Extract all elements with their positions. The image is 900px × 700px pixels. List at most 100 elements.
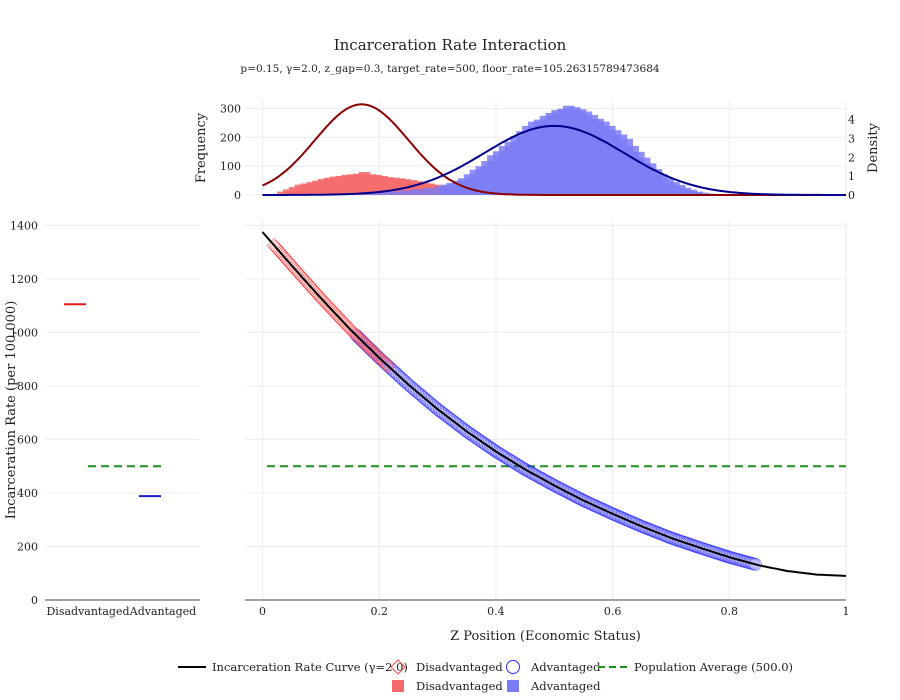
advantaged-point bbox=[463, 427, 477, 441]
y-tick-label: 1400 bbox=[10, 219, 38, 232]
advantaged-point bbox=[460, 425, 474, 438]
hist-bar-disadvantaged bbox=[405, 180, 418, 195]
legend-square-swatch bbox=[392, 680, 404, 692]
group-category-label: Disadvantaged bbox=[46, 605, 129, 618]
disadvantaged-point bbox=[380, 358, 396, 374]
density-curve-disadvantaged bbox=[262, 103, 846, 196]
legend-diamond-swatch bbox=[390, 659, 406, 675]
hist-bar-disadvantaged bbox=[417, 182, 429, 195]
density-curve-advantaged bbox=[262, 124, 846, 196]
hist-bar-advantaged bbox=[487, 155, 499, 195]
legend-item: Advantaged bbox=[507, 679, 601, 693]
advantaged-point bbox=[468, 430, 482, 444]
y-tick-label: 400 bbox=[17, 487, 38, 500]
hist-bar-advantaged bbox=[364, 192, 377, 195]
hist-bar-advantaged bbox=[411, 189, 423, 195]
hist-y-tick-label: 0 bbox=[234, 189, 241, 202]
y-tick-label: 1000 bbox=[10, 326, 38, 339]
hist-y2-axis-title: Density bbox=[866, 122, 881, 173]
x-tick-label: 0.8 bbox=[721, 605, 739, 618]
y-tick-label: 1200 bbox=[10, 273, 38, 286]
advantaged-point bbox=[497, 450, 511, 463]
advantaged-point bbox=[500, 451, 514, 465]
chart-subtitle: p=0.15, γ=2.0, z_gap=0.3, target_rate=50… bbox=[240, 63, 659, 75]
hist-bar-advantaged bbox=[376, 192, 388, 195]
advantaged-point bbox=[494, 448, 508, 461]
y-tick-label: 600 bbox=[17, 433, 38, 446]
x-axis-title: Z Position (Economic Status) bbox=[450, 629, 641, 644]
hist-bar-disadvantaged bbox=[376, 176, 388, 195]
advantaged-point bbox=[476, 435, 489, 449]
incarceration-rate-curve bbox=[261, 231, 847, 577]
hist-bar-disadvantaged bbox=[300, 183, 313, 195]
advantaged-point bbox=[496, 449, 509, 462]
histogram-panel: 0 100 200 300 0 1 2 3 4 Frequency Density bbox=[194, 100, 881, 202]
advantaged-point bbox=[508, 456, 522, 470]
hist-bar-advantaged bbox=[481, 161, 493, 195]
y-tick-label: 0 bbox=[31, 594, 38, 607]
hist-y2-tick-label: 1 bbox=[848, 170, 855, 183]
hist-y-tick-label: 300 bbox=[220, 103, 241, 116]
advantaged-point bbox=[472, 433, 486, 447]
legend-label: Disadvantaged bbox=[416, 679, 503, 693]
hist-y2-tick-label: 3 bbox=[848, 132, 855, 145]
advantaged-point bbox=[479, 437, 492, 451]
advantaged-point bbox=[469, 431, 483, 445]
x-tick-label: 0.6 bbox=[604, 605, 622, 618]
hist-bar-disadvantaged bbox=[329, 176, 342, 195]
advantaged-point bbox=[477, 436, 491, 450]
advantaged-point bbox=[489, 445, 503, 459]
x-tick-label: 0.4 bbox=[487, 605, 505, 618]
y-tick-label: 200 bbox=[17, 540, 38, 553]
legend-label: Advantaged bbox=[530, 679, 601, 693]
advantaged-point bbox=[492, 447, 506, 461]
advantaged-point bbox=[499, 451, 512, 464]
scatter-panel: 0 0.2 0.4 0.6 0.8 1 Z Position (Economic Statu… bbox=[245, 220, 850, 644]
hist-bar-advantaged bbox=[422, 188, 435, 195]
legend-circle-swatch bbox=[506, 660, 520, 674]
advantaged-point bbox=[488, 444, 502, 458]
legend-label: Population Average (500.0) bbox=[634, 660, 793, 674]
legend-label: Incarceration Rate Curve (γ=2.0) bbox=[212, 660, 408, 674]
hist-bar-disadvantaged bbox=[341, 174, 353, 195]
advantaged-point bbox=[474, 434, 488, 448]
legend-item: Incarceration Rate Curve (γ=2.0) bbox=[178, 660, 408, 674]
advantaged-point bbox=[749, 558, 762, 571]
advantaged-point bbox=[485, 442, 499, 455]
legend-item: Population Average (500.0) bbox=[598, 660, 793, 674]
hist-y-tick-label: 200 bbox=[220, 131, 241, 144]
advantaged-point bbox=[502, 452, 516, 466]
legend-item: Disadvantaged bbox=[390, 659, 503, 675]
hist-bar-advantaged bbox=[387, 191, 400, 195]
advantaged-point bbox=[480, 438, 494, 452]
hist-y2-tick-label: 2 bbox=[848, 151, 855, 164]
hist-bar-disadvantaged bbox=[294, 184, 307, 195]
advantaged-point bbox=[491, 446, 505, 460]
x-tick-label: 0.2 bbox=[370, 605, 388, 618]
hist-y2-tick-label: 0 bbox=[848, 189, 855, 202]
advantaged-point bbox=[483, 441, 497, 454]
legend-square-swatch bbox=[507, 680, 519, 692]
hist-bar-advantaged bbox=[446, 182, 458, 195]
legend-label: Disadvantaged bbox=[416, 660, 503, 674]
advantaged-point bbox=[509, 457, 523, 471]
advantaged-point bbox=[482, 440, 495, 453]
advantaged-point bbox=[462, 426, 475, 440]
advantaged-point bbox=[506, 455, 520, 469]
x-tick-label: 0 bbox=[259, 605, 266, 618]
advantaged-point bbox=[466, 429, 480, 443]
legend: Incarceration Rate Curve (γ=2.0) Disadvan… bbox=[178, 659, 793, 693]
legend-item: Disadvantaged bbox=[392, 679, 503, 693]
hist-y-axis-title: Frequency bbox=[194, 112, 209, 183]
hist-bar-disadvantaged bbox=[370, 174, 383, 195]
hist-bar-advantaged bbox=[452, 180, 464, 195]
hist-bar-advantaged bbox=[399, 190, 412, 195]
hist-y2-tick-label: 4 bbox=[848, 114, 855, 127]
advantaged-point bbox=[486, 443, 500, 457]
advantaged-point bbox=[465, 428, 479, 442]
advantaged-point bbox=[471, 432, 485, 446]
y-tick-label: 800 bbox=[17, 380, 38, 393]
advantaged-point bbox=[505, 454, 519, 468]
legend-item: Advantaged bbox=[506, 660, 601, 674]
